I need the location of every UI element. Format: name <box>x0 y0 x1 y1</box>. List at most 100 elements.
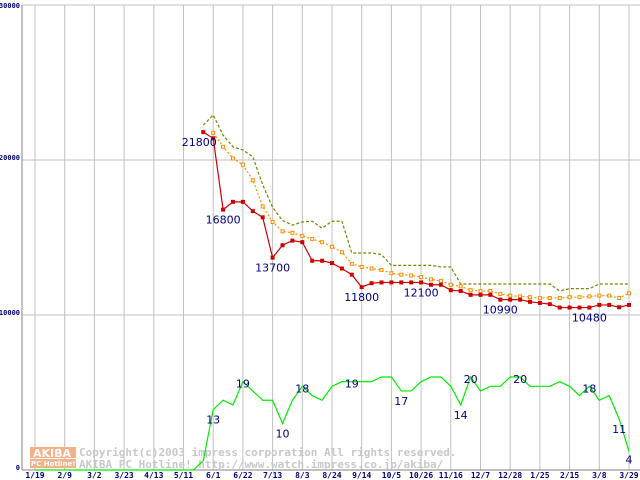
min-price-point <box>557 305 562 310</box>
max-price-line <box>202 114 629 292</box>
y-tick-label: 30000 <box>0 2 20 10</box>
avg-price-point <box>369 266 374 271</box>
min-price-point <box>478 292 483 297</box>
avg-price-point <box>537 295 542 300</box>
avg-price-point <box>547 295 552 300</box>
avg-price-point <box>300 233 305 238</box>
x-tick-label: 1/19 <box>25 471 44 480</box>
min-price-point <box>448 288 453 293</box>
avg-price-point <box>260 204 265 209</box>
min-price-point <box>468 292 473 297</box>
min-price-point <box>399 280 404 285</box>
min-price-point <box>597 302 602 307</box>
min-price-point <box>250 209 255 214</box>
avg-price-point <box>488 288 493 293</box>
data-label: 11800 <box>344 291 379 304</box>
x-tick-label: 3/2 <box>87 471 102 480</box>
min-price-point <box>290 238 295 243</box>
akiba-logo-bottom <box>30 459 76 468</box>
min-price-point <box>458 288 463 293</box>
grid <box>21 4 640 471</box>
min-price-point <box>369 281 374 286</box>
avg-price-point <box>448 282 453 287</box>
x-tick-label: 9/14 <box>352 471 371 480</box>
min-price-point <box>498 297 503 302</box>
x-tick-label: 6/1 <box>206 471 221 480</box>
min-price-point <box>211 136 216 141</box>
min-price-point <box>567 305 572 310</box>
x-tick-label: 11/16 <box>439 471 463 480</box>
avg-price-point <box>597 293 602 298</box>
avg-price-point <box>399 272 404 277</box>
avg-price-point <box>250 178 255 183</box>
min-price-point <box>409 280 414 285</box>
avg-price-point <box>339 250 344 255</box>
avg-price-point <box>419 275 424 280</box>
data-label: 18 <box>295 382 309 395</box>
data-label: 4 <box>626 453 633 466</box>
avg-price-point <box>270 220 275 224</box>
avg-price-point <box>587 294 592 299</box>
x-tick-label: 2/15 <box>560 471 579 480</box>
x-tick-label: 2/9 <box>57 471 72 480</box>
avg-price-point <box>310 237 315 242</box>
data-label: 13700 <box>255 262 290 275</box>
avg-price-point <box>617 295 622 300</box>
avg-price-point <box>567 295 572 300</box>
min-price-point <box>310 258 315 263</box>
min-price-point <box>330 261 334 266</box>
avg-price-point <box>557 295 562 300</box>
min-price-point <box>320 258 325 263</box>
min-price-point <box>547 302 552 307</box>
avg-price-point <box>280 229 285 234</box>
min-price-point <box>438 282 443 287</box>
data-label: 12100 <box>404 286 439 299</box>
avg-price-point <box>330 244 334 249</box>
avg-price-point <box>359 264 364 269</box>
avg-price-point <box>240 162 245 167</box>
avg-price-point <box>577 295 582 300</box>
avg-price-point <box>528 295 532 300</box>
akiba-logo-top <box>30 447 76 458</box>
data-label: 11 <box>612 423 626 436</box>
avg-price-point <box>290 230 295 235</box>
x-tick-label: 12/7 <box>471 471 490 480</box>
avg-price-point <box>211 130 216 135</box>
min-price-point <box>429 282 433 287</box>
akiba-logo-subtext: PC Hotline! <box>31 460 75 468</box>
avg-price-point <box>478 288 483 293</box>
avg-price-point <box>458 284 463 289</box>
min-price-point <box>221 207 226 212</box>
shop-count-line <box>35 375 630 471</box>
x-tick-label: 8/3 <box>295 471 310 480</box>
x-tick-label: 3/23 <box>114 471 133 480</box>
min-price-point <box>518 297 523 302</box>
min-price-point <box>577 305 582 310</box>
x-tick-label: 5/11 <box>174 471 193 480</box>
data-label: 10 <box>276 428 290 441</box>
x-tick-label: 3/8 <box>592 471 607 480</box>
data-label: 16800 <box>206 214 241 227</box>
min-price-point <box>617 305 622 310</box>
data-label: 13 <box>206 414 220 427</box>
data-label: 20 <box>464 373 478 386</box>
min-price-point <box>528 299 532 304</box>
x-tick-label: 1/25 <box>530 471 549 480</box>
min-price-point <box>349 272 354 277</box>
avg-price-point <box>468 288 473 293</box>
site-url-text: AKIBA PC Hotline! http://www.watch.impre… <box>79 458 444 471</box>
min-price-point <box>419 280 424 285</box>
x-tick-label: 3/29 <box>619 471 638 480</box>
avg-price-point <box>379 268 384 273</box>
data-label: 20 <box>513 373 527 386</box>
y-tick-label: 0 <box>16 464 20 472</box>
min-price-point <box>300 240 305 245</box>
min-price-point <box>488 292 493 297</box>
min-price-point <box>270 255 275 260</box>
x-tick-label: 6/22 <box>233 471 252 480</box>
data-label: 21800 <box>182 136 217 149</box>
avg-price-point <box>508 293 513 298</box>
x-tick-label: 12/28 <box>498 471 522 480</box>
